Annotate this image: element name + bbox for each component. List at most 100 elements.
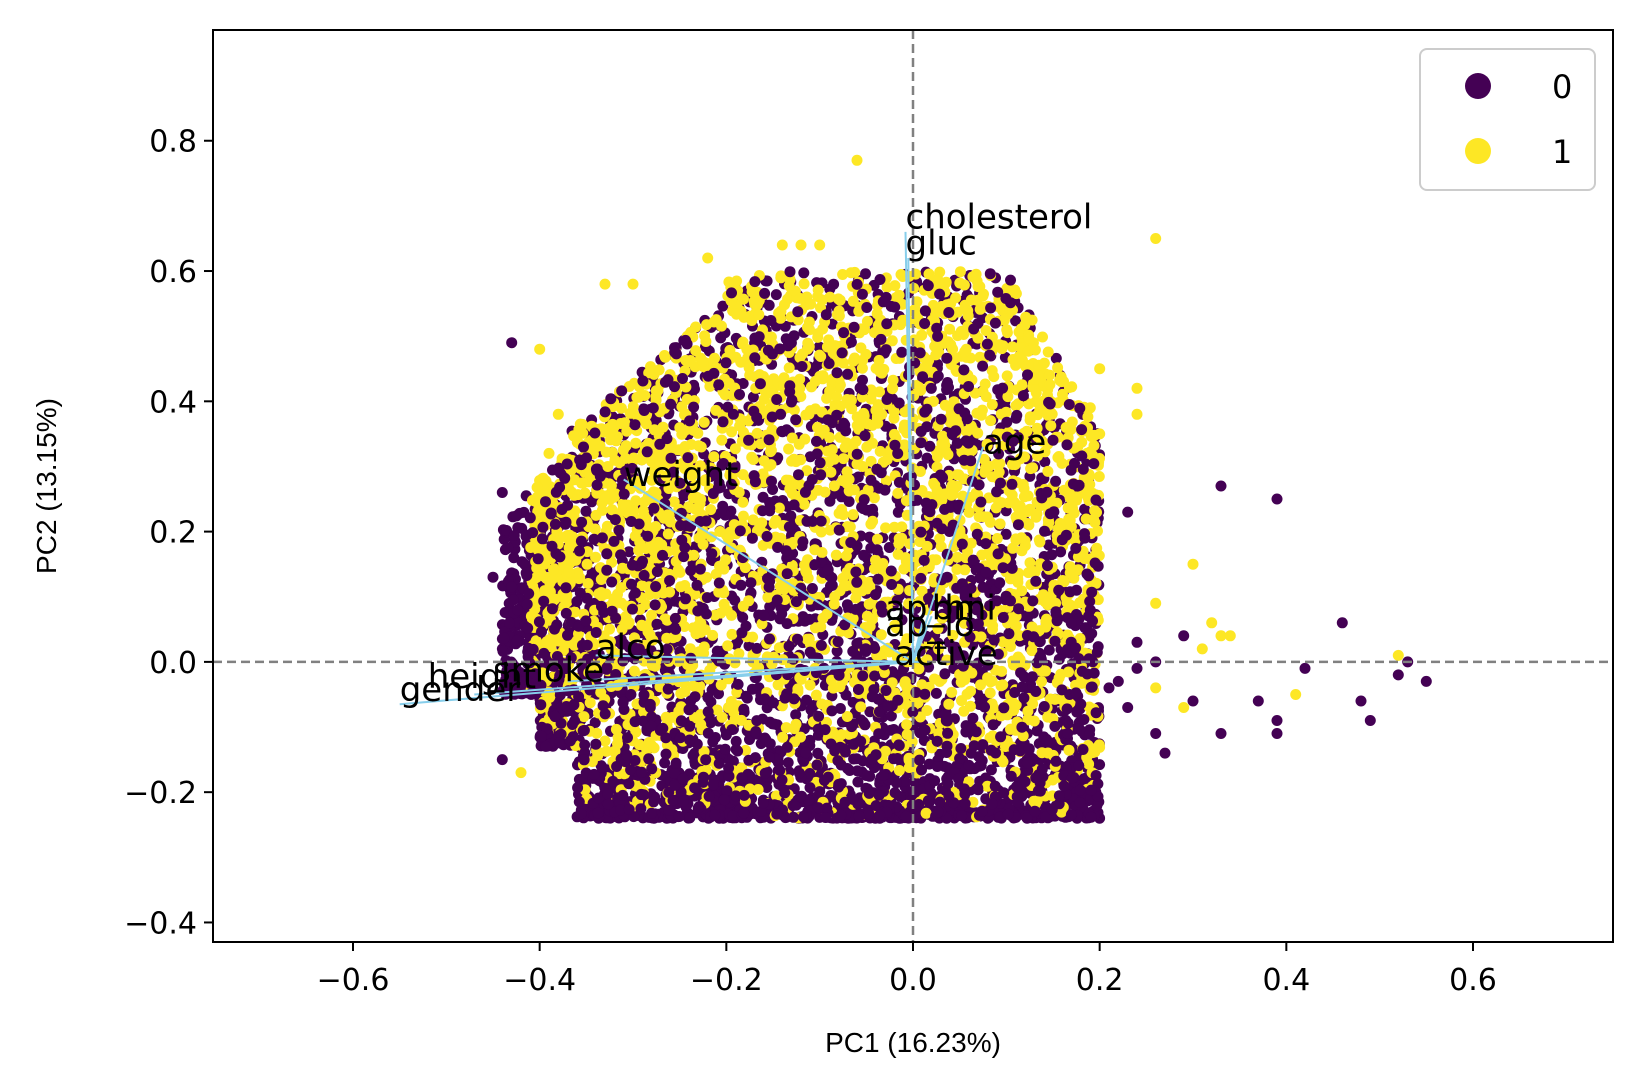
data-point bbox=[659, 350, 670, 361]
data-point bbox=[780, 474, 792, 486]
data-point bbox=[950, 292, 962, 304]
data-point bbox=[569, 474, 581, 486]
data-point bbox=[572, 567, 584, 579]
data-point bbox=[698, 647, 710, 659]
data-point bbox=[825, 790, 837, 801]
data-point bbox=[815, 351, 827, 362]
data-point bbox=[874, 445, 886, 457]
data-point bbox=[710, 314, 722, 326]
data-point bbox=[980, 462, 992, 474]
data-point bbox=[860, 268, 871, 280]
data-point bbox=[900, 552, 911, 564]
data-point bbox=[1178, 630, 1190, 642]
data-point bbox=[921, 452, 933, 464]
data-point bbox=[865, 393, 877, 405]
data-point bbox=[684, 502, 696, 513]
data-point bbox=[662, 509, 674, 521]
data-point bbox=[600, 745, 612, 757]
data-point bbox=[949, 594, 960, 606]
data-point bbox=[837, 269, 849, 280]
data-point bbox=[819, 486, 831, 498]
data-point bbox=[798, 498, 810, 510]
data-point bbox=[621, 425, 633, 437]
data-point bbox=[709, 352, 720, 364]
data-point bbox=[1012, 576, 1024, 588]
data-point bbox=[885, 724, 897, 736]
data-point bbox=[949, 352, 961, 364]
data-point bbox=[783, 362, 795, 374]
data-point bbox=[739, 562, 751, 574]
data-point bbox=[770, 790, 782, 802]
data-point bbox=[851, 765, 863, 777]
data-point bbox=[1023, 398, 1035, 410]
data-point bbox=[604, 434, 616, 446]
data-point bbox=[653, 364, 665, 376]
data-point bbox=[875, 629, 887, 641]
data-point bbox=[985, 415, 997, 427]
data-point bbox=[644, 629, 656, 641]
data-point bbox=[888, 406, 900, 418]
data-point bbox=[1044, 369, 1056, 381]
data-point bbox=[869, 563, 880, 575]
data-point bbox=[1271, 715, 1283, 726]
data-point bbox=[685, 355, 696, 366]
data-point bbox=[932, 623, 944, 635]
data-point bbox=[921, 540, 933, 552]
data-point bbox=[599, 735, 611, 747]
data-point bbox=[650, 414, 662, 426]
data-point bbox=[987, 623, 998, 635]
data-point bbox=[1084, 479, 1096, 490]
data-point bbox=[996, 343, 1008, 355]
data-point bbox=[936, 612, 948, 624]
data-point bbox=[1026, 645, 1038, 657]
data-point bbox=[954, 266, 966, 278]
data-point bbox=[657, 421, 669, 433]
data-point bbox=[795, 673, 807, 685]
data-point bbox=[690, 345, 702, 357]
data-point bbox=[761, 275, 773, 287]
data-point bbox=[753, 309, 765, 321]
data-point bbox=[788, 723, 800, 735]
data-point bbox=[721, 604, 733, 616]
data-point bbox=[898, 563, 910, 575]
data-point bbox=[857, 461, 869, 472]
data-point bbox=[577, 477, 589, 489]
data-point bbox=[824, 283, 836, 295]
data-point bbox=[841, 711, 853, 722]
data-point bbox=[970, 596, 982, 608]
data-point bbox=[836, 504, 848, 515]
data-point bbox=[804, 324, 815, 336]
data-point bbox=[681, 393, 693, 405]
data-point bbox=[1031, 422, 1043, 434]
data-point bbox=[840, 397, 852, 409]
data-point bbox=[965, 537, 977, 549]
data-point bbox=[865, 384, 877, 396]
data-point bbox=[696, 529, 708, 541]
data-point bbox=[630, 495, 642, 507]
data-point bbox=[1187, 695, 1199, 707]
data-point bbox=[898, 439, 910, 451]
data-point bbox=[1089, 505, 1101, 516]
data-point bbox=[705, 504, 717, 516]
data-point bbox=[792, 314, 804, 326]
data-point bbox=[689, 758, 701, 770]
data-point bbox=[946, 603, 958, 615]
data-point bbox=[855, 342, 867, 354]
data-point bbox=[843, 474, 855, 485]
data-point bbox=[1009, 284, 1021, 296]
data-point bbox=[882, 642, 894, 654]
data-point bbox=[544, 586, 556, 598]
data-point bbox=[960, 425, 972, 437]
data-point bbox=[1074, 633, 1086, 644]
data-point bbox=[700, 474, 712, 486]
data-point bbox=[1103, 682, 1115, 694]
data-point bbox=[730, 735, 742, 747]
data-point bbox=[906, 736, 918, 748]
data-point bbox=[1016, 545, 1028, 557]
data-point bbox=[878, 667, 890, 678]
data-point bbox=[1010, 400, 1022, 412]
data-point bbox=[689, 480, 701, 492]
data-point bbox=[975, 679, 986, 691]
data-point bbox=[887, 382, 899, 394]
data-point bbox=[984, 687, 996, 699]
